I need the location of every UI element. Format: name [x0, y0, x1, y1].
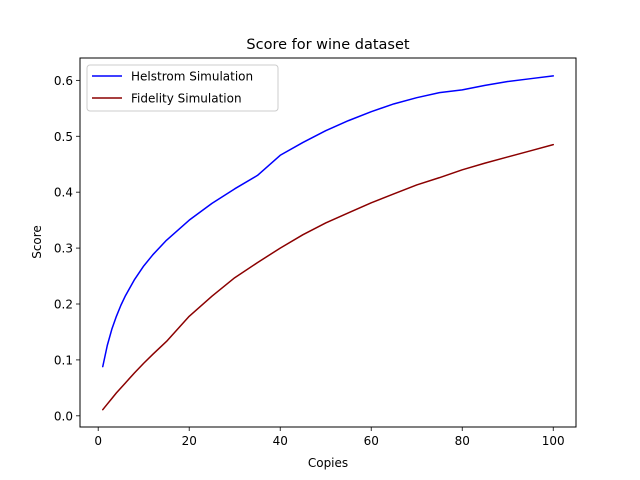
legend-label: Helstrom Simulation [131, 70, 253, 84]
y-tick-label: 0.6 [54, 74, 73, 88]
plot-frame [79, 57, 577, 428]
chart-title: Score for wine dataset [246, 37, 410, 53]
y-tick-label: 0.3 [54, 242, 73, 256]
y-axis-label: Score [30, 225, 44, 259]
legend-label: Fidelity Simulation [131, 92, 242, 106]
x-axis-label: Copies [308, 456, 348, 470]
y-tick-label: 0.2 [54, 298, 73, 312]
x-tick-label: 20 [182, 434, 197, 448]
x-axis-ticks: 0 20 40 60 80 100 [94, 427, 565, 448]
series-line-helstrom-simulation [102, 75, 554, 368]
y-tick-label: 0.0 [54, 409, 73, 423]
legend: Helstrom Simulation Fidelity Simulation [86, 64, 279, 112]
y-tick-label: 0.1 [54, 353, 73, 367]
plot-area [80, 58, 576, 427]
x-tick-label: 40 [273, 434, 288, 448]
y-tick-label: 0.4 [54, 186, 73, 200]
x-tick-label: 0 [94, 434, 102, 448]
y-tick-label: 0.5 [54, 130, 73, 144]
x-tick-label: 60 [364, 434, 379, 448]
x-tick-label: 80 [455, 434, 470, 448]
y-axis-ticks: 0.0 0.1 0.2 0.3 0.4 0.5 0.6 [54, 74, 80, 423]
legend-box [86, 64, 279, 112]
x-tick-label: 100 [542, 434, 565, 448]
series-layer [102, 75, 554, 411]
series-line-fidelity-simulation [102, 143, 554, 411]
